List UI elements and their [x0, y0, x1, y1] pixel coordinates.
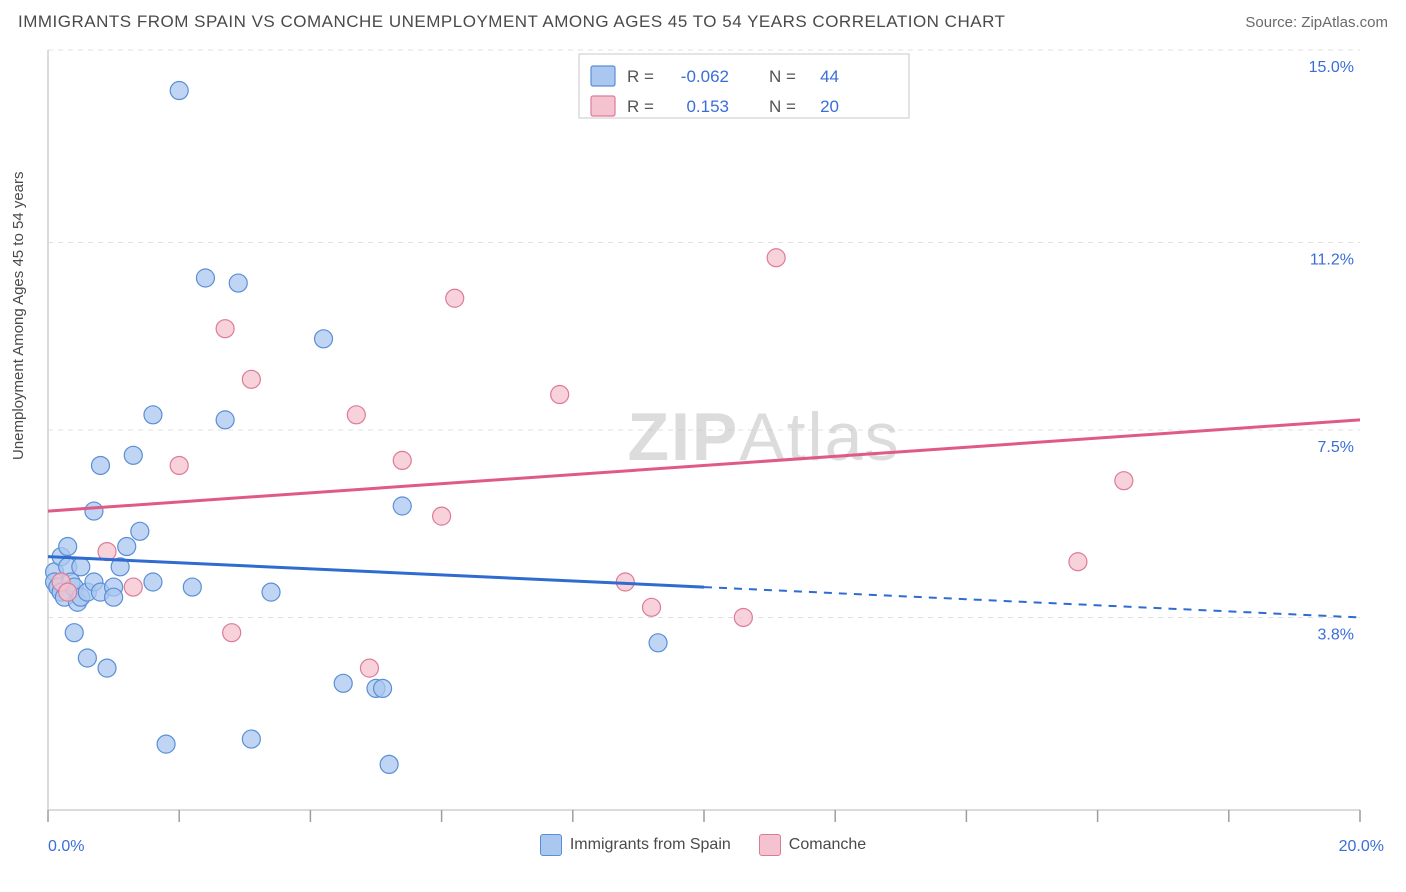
svg-text:20: 20	[820, 97, 839, 116]
svg-text:3.8%: 3.8%	[1318, 626, 1354, 643]
svg-text:7.5%: 7.5%	[1318, 439, 1354, 456]
svg-text:ZIPAtlas: ZIPAtlas	[628, 399, 901, 475]
svg-text:-0.062: -0.062	[681, 67, 729, 86]
svg-text:R =: R =	[627, 97, 654, 116]
svg-text:15.0%: 15.0%	[1309, 59, 1354, 76]
legend-label-comanche: Comanche	[789, 836, 866, 854]
svg-text:N =: N =	[769, 97, 796, 116]
chart-container: Unemployment Among Ages 45 to 54 years 3…	[0, 40, 1406, 860]
chart-title: IMMIGRANTS FROM SPAIN VS COMANCHE UNEMPL…	[18, 12, 1005, 32]
scatter-chart: 3.8% 7.5% 11.2% 15.0% ZIPAtlas R = -0.062 N = 44…	[0, 40, 1406, 860]
svg-text:11.2%: 11.2%	[1310, 252, 1354, 269]
legend-swatch-comanche	[759, 834, 781, 856]
legend-bottom: Immigrants from Spain Comanche	[0, 834, 1406, 856]
source-prefix: Source:	[1245, 14, 1301, 31]
svg-text:R =: R =	[627, 67, 654, 86]
y-axis-label: Unemployment Among Ages 45 to 54 years	[10, 171, 27, 460]
svg-text:N =: N =	[769, 67, 796, 86]
legend-swatch-spain	[540, 834, 562, 856]
svg-text:0.153: 0.153	[686, 97, 729, 116]
source-name: ZipAtlas.com	[1301, 14, 1388, 31]
svg-text:44: 44	[820, 67, 839, 86]
legend-label-spain: Immigrants from Spain	[570, 836, 731, 854]
legend-item-spain: Immigrants from Spain	[540, 834, 731, 856]
legend-item-comanche: Comanche	[759, 834, 866, 856]
source-attribution: Source: ZipAtlas.com	[1245, 14, 1388, 31]
